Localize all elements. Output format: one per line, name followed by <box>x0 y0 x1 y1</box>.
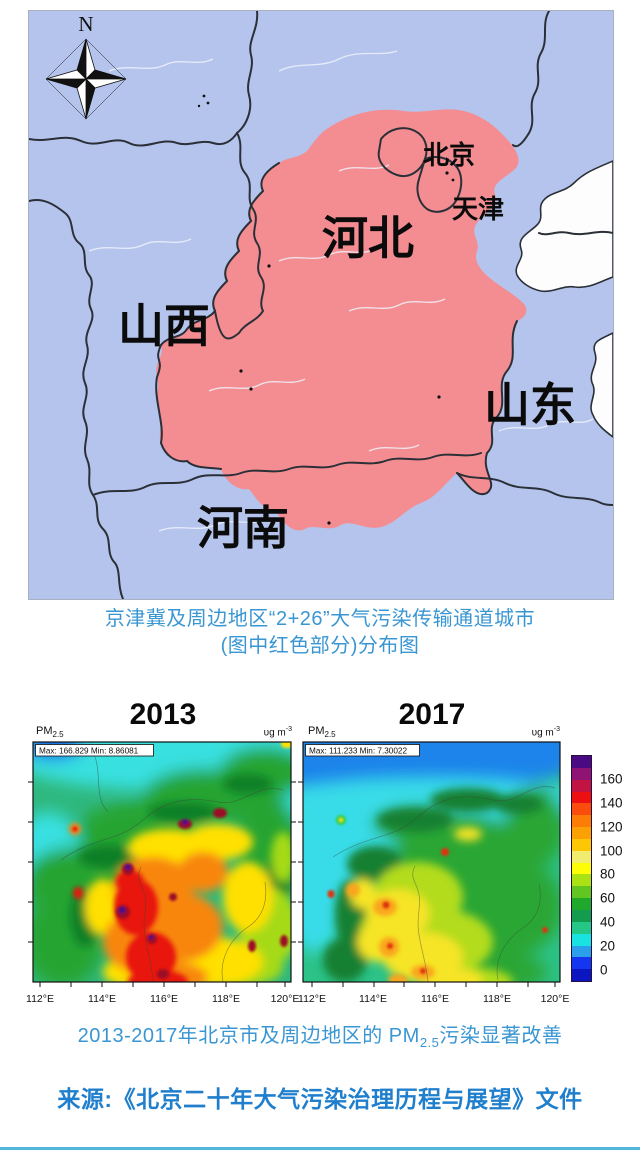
colorbar-segment <box>572 862 591 875</box>
bottom-divider <box>0 1147 640 1150</box>
map-caption: 京津冀及周边地区“2+26”大气污染传输通道城市 (图中红色部分)分布图 <box>0 606 640 660</box>
colorbar-segment <box>572 756 591 768</box>
colorbar-segment <box>572 850 591 863</box>
colorbar-segment <box>572 933 591 946</box>
xtick-2017-120E: 120°E <box>540 993 570 1005</box>
xtick-2013-118E: 118°E <box>212 993 240 1005</box>
map-sea-bohai <box>515 160 613 293</box>
unit-label-right: υg m-3 <box>531 726 560 739</box>
heatmap-2017-ticks <box>298 781 556 987</box>
colorbar-segment <box>572 957 591 970</box>
colorbar-tick-label: 140 <box>600 795 623 811</box>
colorbar-segment <box>572 803 591 816</box>
colorbar-segment <box>572 838 591 851</box>
colorbar-segment <box>572 898 591 910</box>
colorbar-segment <box>572 827 591 839</box>
map-caption-line1: 京津冀及周边地区“2+26”大气污染传输通道城市 <box>104 608 536 630</box>
heatmap-2013-ticks <box>28 781 296 987</box>
heatmap-caption: 2013-2017年北京市及周边地区的 PM2.5污染显著改善 <box>77 1025 563 1050</box>
label-beijing: 北京 <box>423 140 475 170</box>
xtick-2017-114E: 114°E <box>359 993 387 1005</box>
xtick-2013-114E: 114°E <box>88 993 116 1005</box>
colorbar-tick-label: 40 <box>600 914 616 930</box>
region-map: N 北京 天津 河北 山西 山东 河南 <box>28 10 614 600</box>
colorbar-segment <box>572 945 591 958</box>
colorbar-segment <box>572 909 591 922</box>
colorbar-tick-label: 80 <box>600 866 616 882</box>
panel-title-2017: 2017 <box>398 698 466 731</box>
heatmap-2013: Max: 166.829 Min: 8.86081 <box>28 741 296 987</box>
pm25-label-left: PM2.5 <box>36 725 64 740</box>
colorbar-segment <box>572 767 591 780</box>
colorbar-tick-label: 20 <box>600 938 616 954</box>
label-shanxi: 山西 <box>118 300 210 352</box>
colorbar-tick-label: 120 <box>600 819 623 835</box>
heatmap-2017: Max: 111.233 Min: 7.30022 <box>298 741 561 987</box>
colorbar-segment <box>572 886 591 899</box>
colorbar <box>571 755 592 982</box>
heatmap-2013-boundaries <box>60 751 284 982</box>
maxmin-box-2017: Max: 111.233 Min: 7.30022 <box>305 744 420 757</box>
colorbar-segment <box>572 815 591 828</box>
map-highlight-region <box>156 109 527 531</box>
xtick-2017-118E: 118°E <box>483 993 511 1005</box>
xtick-2013-120E: 120°E <box>270 993 300 1005</box>
colorbar-segment <box>572 791 591 804</box>
map-sea-yellow <box>590 332 613 439</box>
xtick-2013-112E: 112°E <box>26 993 54 1005</box>
colorbar-labels: 160 140 120 100 80 60 40 20 0 <box>600 755 638 982</box>
map-caption-line2: (图中红色部分)分布图 <box>220 635 420 657</box>
label-tianjin: 天津 <box>452 194 504 224</box>
label-hebei: 河北 <box>322 212 414 264</box>
xtick-2013-116E: 116°E <box>150 993 178 1005</box>
colorbar-tick-label: 160 <box>600 771 623 787</box>
source-line: 来源:《北京二十年大气污染治理历程与展望》文件 <box>57 1086 583 1112</box>
map-city-borders <box>88 50 594 532</box>
compass-rose: N <box>45 12 127 120</box>
heatmap-2017-boundaries <box>332 786 556 982</box>
colorbar-tick-label: 100 <box>600 843 623 859</box>
region-map-svg: N 北京 天津 河北 山西 山东 河南 <box>29 11 613 599</box>
colorbar-segment <box>572 779 591 792</box>
label-henan: 河南 <box>197 502 289 554</box>
colorbar-tick-label: 0 <box>600 962 608 978</box>
xtick-2017-116E: 116°E <box>421 993 449 1005</box>
svg-text:Max: 111.233 Min: 7.30022: Max: 111.233 Min: 7.30022 <box>309 747 407 756</box>
xtick-2017-112E: 112°E <box>298 993 326 1005</box>
maxmin-box-2013: Max: 166.829 Min: 8.86081 <box>35 744 154 757</box>
compass-north-label: N <box>78 12 93 36</box>
colorbar-segment <box>572 921 591 934</box>
panel-title-2013: 2013 <box>129 698 197 731</box>
unit-label-left: υg m-3 <box>263 726 292 739</box>
label-shandong: 山东 <box>484 379 576 431</box>
pm25-label-right: PM2.5 <box>308 725 336 740</box>
colorbar-segment <box>572 969 591 982</box>
colorbar-segment <box>572 874 591 887</box>
map-province-borders <box>29 11 613 599</box>
colorbar-tick-label: 60 <box>600 890 616 906</box>
map-city-dots <box>197 94 455 525</box>
svg-text:Max: 166.829 Min: 8.86081: Max: 166.829 Min: 8.86081 <box>39 747 139 756</box>
